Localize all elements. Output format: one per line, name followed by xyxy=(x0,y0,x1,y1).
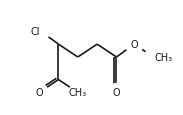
Circle shape xyxy=(108,84,125,101)
Circle shape xyxy=(69,84,87,101)
Circle shape xyxy=(145,49,162,66)
Text: O: O xyxy=(130,40,138,50)
Circle shape xyxy=(125,36,143,53)
Circle shape xyxy=(30,84,48,101)
Text: O: O xyxy=(35,88,43,98)
Text: Cl: Cl xyxy=(30,27,40,37)
Text: CH₃: CH₃ xyxy=(154,53,172,62)
Circle shape xyxy=(32,23,50,41)
Text: CH₃: CH₃ xyxy=(69,88,87,98)
Text: O: O xyxy=(113,88,120,98)
